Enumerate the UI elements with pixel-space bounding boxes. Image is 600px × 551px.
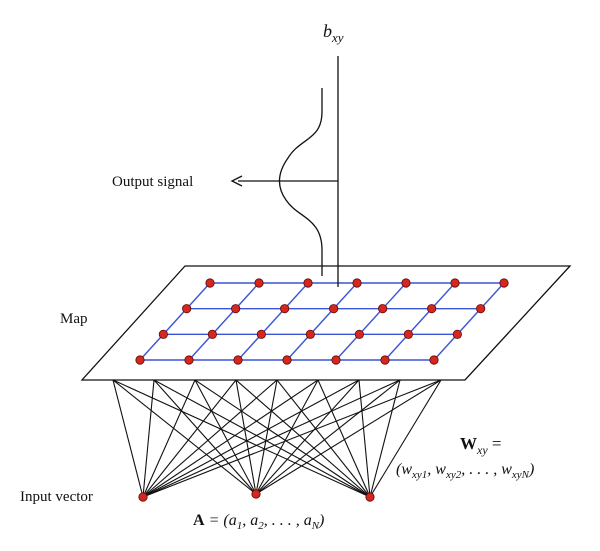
output-signal-label: Output signal (112, 174, 193, 190)
connection-line (317, 379, 371, 498)
map-node (305, 329, 315, 339)
input-vector-label: Input vector (20, 489, 93, 505)
input-connections (112, 379, 442, 498)
grid-col-line (237, 282, 309, 361)
map-node (280, 304, 290, 314)
map-node (429, 355, 439, 365)
map-node (427, 304, 437, 314)
map-node (499, 278, 509, 288)
output-signal-curve (278, 88, 323, 276)
map-node (378, 304, 388, 314)
map-node (452, 329, 462, 339)
connection-line (153, 379, 257, 495)
map-node (207, 329, 217, 339)
input-node (365, 492, 375, 502)
connection-line (235, 379, 371, 498)
map-node (282, 355, 292, 365)
map-node (231, 304, 241, 314)
connection-line (255, 379, 278, 495)
map-node (331, 355, 341, 365)
connection-line (112, 379, 257, 495)
grid-col-line (286, 282, 358, 361)
connection-line (142, 379, 155, 498)
weight-vector-components: (wxy1, wxy2, . . . , wxyN) (396, 461, 534, 481)
connection-line (255, 379, 401, 495)
map-node (135, 355, 145, 365)
grid-col-line (384, 282, 456, 361)
map-plane (80, 265, 572, 381)
map-nodes (135, 278, 509, 365)
grid-col-line (433, 282, 505, 361)
connection-line (142, 379, 319, 498)
connection-line (142, 379, 278, 498)
connection-line (142, 379, 237, 498)
map-node (450, 278, 460, 288)
map-node (205, 278, 215, 288)
connection-line (112, 379, 144, 498)
connection-line (194, 379, 257, 495)
map-node (303, 278, 313, 288)
connection-line (142, 379, 442, 498)
map-node (254, 278, 264, 288)
connection-line (142, 379, 196, 498)
map-node (256, 329, 266, 339)
connection-line (255, 379, 442, 495)
grid-col-line (188, 282, 260, 361)
connection-line (369, 379, 401, 498)
connection-line (142, 379, 401, 498)
map-node (401, 278, 411, 288)
map-node (184, 355, 194, 365)
map-node (158, 329, 168, 339)
map-node (403, 329, 413, 339)
connection-line (369, 379, 442, 498)
map-label: Map (60, 311, 88, 327)
connection-line (112, 379, 371, 498)
connection-line (276, 379, 371, 498)
input-nodes (138, 489, 375, 502)
weight-vector-title: Wxy = (460, 434, 502, 457)
map-node (182, 304, 192, 314)
connection-line (358, 379, 371, 498)
connection-line (153, 379, 371, 498)
connection-line (142, 379, 360, 498)
input-node (138, 492, 148, 502)
map-node (329, 304, 339, 314)
connection-line (194, 379, 371, 498)
output-arrow-icon (230, 175, 243, 187)
input-vector-formula: A = (a1, a2, . . . , aN) (193, 512, 324, 532)
bxy-label: bxy (323, 21, 344, 45)
map-node (476, 304, 486, 314)
grid-col-line (335, 282, 407, 361)
input-node (251, 489, 261, 499)
map-node (352, 278, 362, 288)
connection-line (235, 379, 257, 495)
grid-col-line (139, 282, 211, 361)
map-node (380, 355, 390, 365)
map-node (233, 355, 243, 365)
map-node (354, 329, 364, 339)
connection-line (255, 379, 319, 495)
connection-line (255, 379, 360, 495)
